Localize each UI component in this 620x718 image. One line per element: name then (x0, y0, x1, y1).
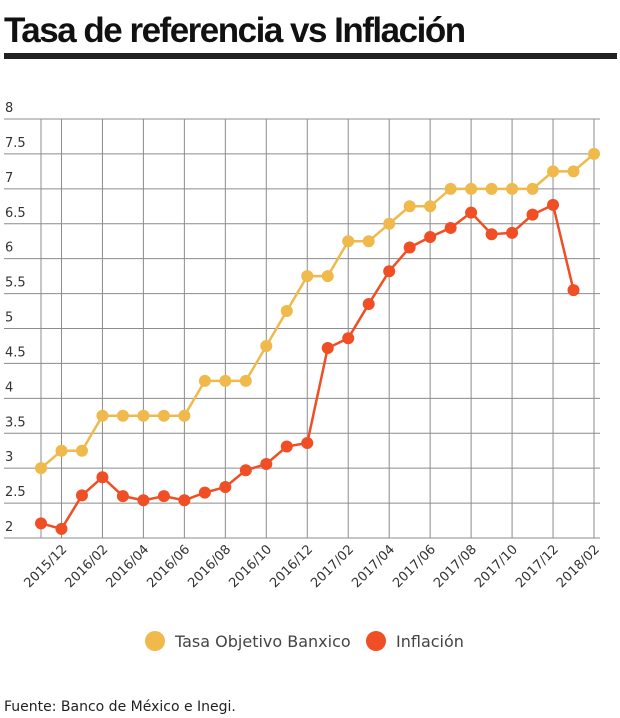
legend-marker (366, 631, 386, 651)
data-point (526, 208, 539, 221)
data-point (239, 464, 252, 477)
x-tick-label: 2017/12 (513, 542, 562, 591)
data-point (239, 374, 252, 387)
data-point (75, 489, 88, 502)
legend: Tasa Objetivo Banxico Inflación (145, 631, 464, 651)
data-point (321, 342, 334, 355)
data-point (567, 165, 580, 178)
source: Fuente: Banco de México e Inegi. (4, 699, 236, 715)
data-point (178, 494, 191, 507)
x-tick-label: 2017/08 (431, 542, 480, 591)
y-tick-label: 7.5 (5, 136, 26, 151)
y-tick-label: 3.5 (5, 415, 26, 430)
y-tick-label: 5.5 (5, 276, 26, 291)
data-point (424, 200, 437, 213)
x-tick-label: 2016/08 (185, 542, 234, 591)
data-point (362, 235, 375, 248)
data-point (547, 198, 560, 211)
data-point (55, 444, 68, 457)
x-tick-label: 2016/04 (103, 542, 152, 591)
data-point (506, 182, 519, 195)
data-point (342, 332, 355, 345)
data-point (526, 182, 539, 195)
data-point (137, 494, 150, 507)
y-tick-label: 5 (5, 311, 13, 326)
data-point (260, 457, 273, 470)
x-tick-label: 2017/06 (390, 542, 439, 591)
legend-marker (145, 631, 165, 651)
data-point (301, 437, 314, 450)
chart-title: Tasa de referencia vs Inflación (4, 11, 465, 50)
x-tick-label: 2015/12 (22, 542, 71, 591)
title-rule (4, 53, 617, 59)
data-point (506, 226, 519, 239)
data-point (424, 231, 437, 244)
y-tick-label: 3 (5, 450, 13, 465)
data-point (96, 409, 109, 422)
data-point (55, 522, 68, 535)
plot-area: 22.533.544.555.566.577.582015/122016/022… (4, 101, 603, 591)
y-tick-label: 4.5 (5, 345, 26, 360)
data-point (485, 182, 498, 195)
data-point (280, 440, 293, 453)
y-tick-label: 8 (5, 101, 13, 116)
legend-label: Inflación (396, 632, 464, 651)
data-point (301, 270, 314, 283)
series-line (40, 152, 595, 470)
data-point (383, 217, 396, 230)
data-point (403, 241, 416, 254)
data-point (75, 444, 88, 457)
data-point (383, 265, 396, 278)
data-point (485, 228, 498, 241)
x-tick-label: 2018/02 (554, 542, 603, 591)
x-tick-label: 2016/12 (267, 542, 316, 591)
data-point (96, 471, 109, 484)
data-point (137, 409, 150, 422)
data-point (444, 182, 457, 195)
data-point (588, 147, 600, 160)
data-point (465, 182, 478, 195)
data-point (465, 206, 478, 219)
data-point (35, 462, 47, 475)
y-tick-label: 2.5 (5, 485, 26, 500)
y-tick-label: 2 (5, 520, 13, 535)
y-tick-label: 6.5 (5, 206, 26, 221)
x-tick-label: 2016/06 (144, 542, 193, 591)
x-tick-label: 2016/10 (226, 542, 275, 591)
data-point (198, 374, 211, 387)
data-point (116, 409, 129, 422)
data-point (260, 339, 273, 352)
data-point (547, 165, 560, 178)
legend-label: Tasa Objetivo Banxico (174, 632, 351, 651)
data-point (116, 490, 129, 503)
x-tick-label: 2016/02 (62, 542, 111, 591)
data-point (444, 221, 457, 234)
data-point (157, 409, 170, 422)
data-point (342, 235, 355, 248)
x-tick-label: 2017/10 (472, 542, 521, 591)
data-point (362, 298, 375, 311)
data-point (178, 409, 191, 422)
y-tick-label: 6 (5, 241, 13, 256)
data-point (198, 486, 211, 499)
y-tick-label: 4 (5, 380, 13, 395)
x-tick-label: 2017/02 (308, 542, 357, 591)
data-point (280, 305, 293, 318)
data-point (219, 481, 232, 494)
data-point (219, 374, 232, 387)
data-point (35, 517, 47, 530)
y-tick-label: 7 (5, 171, 13, 186)
data-point (321, 270, 334, 283)
data-point (567, 284, 580, 297)
x-tick-label: 2017/04 (349, 542, 398, 591)
data-point (403, 200, 416, 213)
data-point (157, 490, 170, 503)
